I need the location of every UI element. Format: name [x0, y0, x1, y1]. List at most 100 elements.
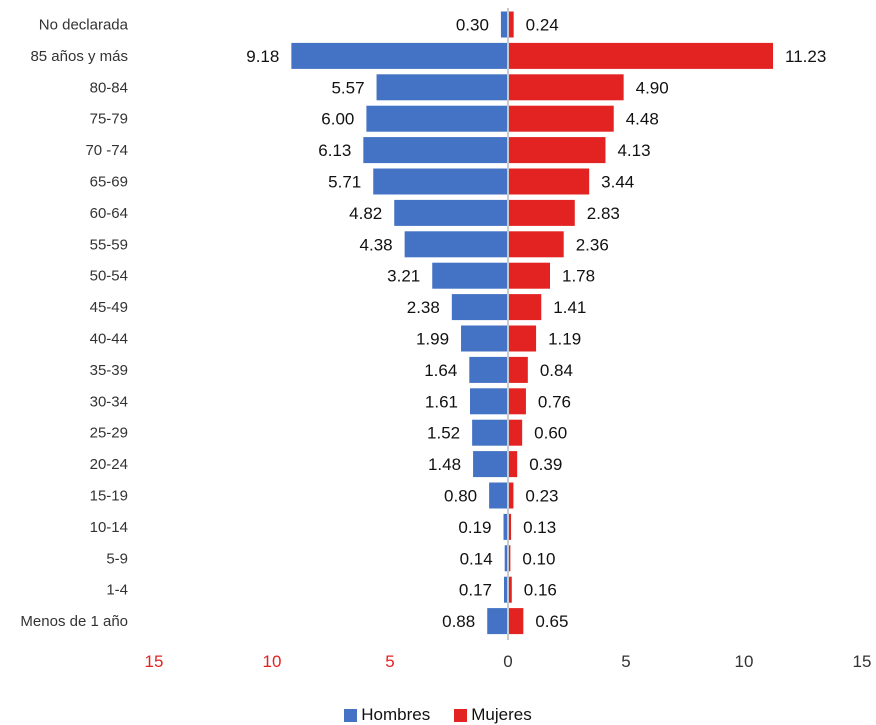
category-label-65-69: 65-69: [90, 174, 128, 191]
value-label-hombres-30-34: 1.61: [425, 392, 458, 411]
value-label-mujeres-55-59: 2.36: [576, 235, 609, 254]
category-label-25-29: 25-29: [90, 425, 128, 442]
category-label-70-74: 70 -74: [85, 142, 128, 159]
value-label-hombres-85-anos-y-mas: 9.18: [246, 47, 279, 66]
value-label-mujeres-15-19: 0.23: [525, 487, 558, 506]
x-tick-label-pos10: 10: [735, 652, 754, 671]
bar-mujeres-5-9: [508, 545, 511, 572]
x-tick-label-pos5: 5: [621, 652, 630, 671]
value-label-mujeres-40-44: 1.19: [548, 330, 581, 349]
bar-mujeres-30-34: [508, 388, 526, 415]
value-label-mujeres-70-74: 4.13: [617, 141, 650, 160]
category-label-80-84: 80-84: [90, 79, 128, 96]
value-label-hombres-40-44: 1.99: [416, 330, 449, 349]
category-labels: No declarada 85 años y más 80-84 75-79 70 -7…: [20, 17, 128, 631]
bar-hombres-55-59: [404, 231, 508, 258]
category-label-10-14: 10-14: [90, 519, 128, 536]
bar-hombres-40-44: [461, 325, 508, 352]
value-label-mujeres-35-39: 0.84: [540, 361, 573, 380]
x-tick-label-pos0: 0: [503, 652, 512, 671]
category-label-menos-de-1-ano: Menos de 1 año: [20, 613, 128, 630]
legend-item-mujeres: Mujeres: [454, 705, 532, 725]
value-label-hombres-25-29: 1.52: [427, 424, 460, 443]
value-label-mujeres-60-64: 2.83: [587, 204, 620, 223]
bar-hombres-75-79: [366, 105, 508, 132]
value-label-mujeres-30-34: 0.76: [538, 392, 571, 411]
category-label-60-64: 60-64: [90, 205, 128, 222]
bar-mujeres-20-24: [508, 451, 518, 478]
bar-mujeres-40-44: [508, 325, 537, 352]
x-tick-label-neg5: 5: [385, 652, 394, 671]
value-label-hombres-10-14: 0.19: [458, 518, 491, 537]
legend-item-hombres: Hombres: [344, 705, 430, 725]
bar-mujeres-55-59: [508, 231, 564, 258]
value-label-hombres-65-69: 5.71: [328, 173, 361, 192]
x-tick-label-neg10: 10: [263, 652, 282, 671]
legend-label-hombres: Hombres: [361, 705, 431, 724]
value-label-hombres-no-declarada: 0.30: [456, 16, 489, 35]
value-label-mujeres-50-54: 1.78: [562, 267, 595, 286]
value-label-mujeres-1-4: 0.16: [524, 581, 557, 600]
value-label-mujeres-45-49: 1.41: [553, 298, 586, 317]
value-label-hombres-35-39: 1.64: [424, 361, 457, 380]
value-label-hombres-60-64: 4.82: [349, 204, 382, 223]
legend-swatch-mujeres: [454, 708, 468, 722]
value-label-hombres-20-24: 1.48: [428, 455, 461, 474]
legend: Hombres Mujeres: [0, 705, 876, 725]
bar-mujeres-menos-de-1-ano: [508, 608, 524, 635]
bar-hombres-30-34: [470, 388, 508, 415]
bar-mujeres-1-4: [508, 576, 512, 603]
legend-label-mujeres: Mujeres: [471, 705, 532, 724]
category-label-15-19: 15-19: [90, 488, 128, 505]
value-label-hombres-80-84: 5.57: [331, 78, 364, 97]
value-label-mujeres-85-anos-y-mas: 11.23: [785, 47, 826, 66]
bar-mujeres-no-declarada: [508, 11, 514, 38]
value-label-hombres-70-74: 6.13: [318, 141, 351, 160]
bars: [291, 11, 774, 635]
bar-hombres-85-anos-y-mas: [291, 42, 508, 69]
bar-mujeres-25-29: [508, 419, 523, 446]
value-label-hombres-15-19: 0.80: [444, 487, 477, 506]
bar-hombres-70-74: [363, 137, 508, 164]
category-label-5-9: 5-9: [106, 550, 128, 567]
bar-hombres-15-19: [489, 482, 508, 509]
category-label-50-54: 50-54: [90, 268, 128, 285]
bar-mujeres-75-79: [508, 105, 614, 132]
value-label-mujeres-80-84: 4.90: [636, 78, 669, 97]
value-label-hombres-75-79: 6.00: [321, 110, 354, 129]
bar-mujeres-70-74: [508, 137, 606, 164]
bar-mujeres-60-64: [508, 199, 575, 226]
value-label-hombres-menos-de-1-ano: 0.88: [442, 612, 475, 631]
bar-hombres-5-9: [504, 545, 508, 572]
value-label-hombres-55-59: 4.38: [360, 235, 393, 254]
bar-mujeres-50-54: [508, 262, 551, 289]
bar-hombres-10-14: [503, 513, 508, 540]
bar-mujeres-15-19: [508, 482, 514, 509]
value-label-mujeres-5-9: 0.10: [522, 549, 555, 568]
bar-mujeres-10-14: [508, 513, 512, 540]
population-pyramid-chart: No declarada 85 años y más 80-84 75-79 70 -7…: [20, 8, 872, 671]
value-label-mujeres-75-79: 4.48: [626, 110, 659, 129]
value-label-hombres-45-49: 2.38: [407, 298, 440, 317]
value-label-mujeres-65-69: 3.44: [601, 173, 634, 192]
x-tick-label-pos15: 15: [853, 652, 872, 671]
bar-hombres-80-84: [376, 74, 508, 101]
value-label-mujeres-no-declarada: 0.24: [526, 16, 559, 35]
value-label-hombres-5-9: 0.14: [460, 549, 493, 568]
bar-hombres-65-69: [373, 168, 508, 195]
category-label-1-4: 1-4: [106, 582, 128, 599]
category-label-20-24: 20-24: [90, 456, 128, 473]
value-label-mujeres-25-29: 0.60: [534, 424, 567, 443]
value-label-mujeres-20-24: 0.39: [529, 455, 562, 474]
bar-hombres-20-24: [473, 451, 508, 478]
category-label-30-34: 30-34: [90, 393, 128, 410]
bar-hombres-menos-de-1-ano: [487, 608, 508, 635]
x-axis: 15 10 5 0 5 10 15: [145, 8, 872, 671]
bar-mujeres-80-84: [508, 74, 624, 101]
category-label-55-59: 55-59: [90, 236, 128, 253]
bar-hombres-25-29: [472, 419, 508, 446]
value-label-hombres-50-54: 3.21: [387, 267, 420, 286]
value-label-hombres-1-4: 0.17: [459, 581, 492, 600]
legend-swatch-hombres: [344, 708, 358, 722]
bar-mujeres-35-39: [508, 356, 528, 383]
